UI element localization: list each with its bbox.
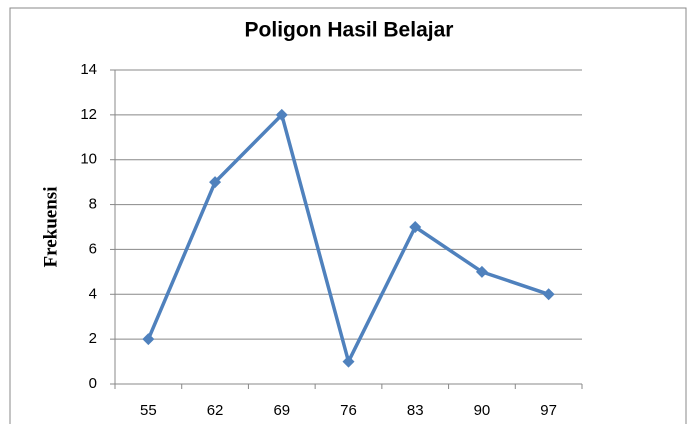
y-tick-label: 4 xyxy=(89,285,97,302)
x-tick-label: 83 xyxy=(407,402,424,419)
y-axis-label: Frekuensi xyxy=(40,187,61,268)
x-tick-label: 90 xyxy=(474,402,491,419)
marker xyxy=(475,265,488,278)
chart-title: Poligon Hasil Belajar xyxy=(245,19,454,42)
marker xyxy=(409,221,422,233)
y-tick-label: 14 xyxy=(80,61,97,78)
marker xyxy=(275,108,288,121)
x-tick-label: 62 xyxy=(207,402,224,419)
y-tick-label: 8 xyxy=(89,196,97,213)
y-tick-label: 10 xyxy=(80,151,97,168)
x-tick-label: 55 xyxy=(140,402,157,419)
x-tick-label: 76 xyxy=(340,402,357,419)
y-tick-label: 2 xyxy=(89,330,97,347)
y-tick-label: 0 xyxy=(89,375,97,392)
marker xyxy=(342,355,355,368)
marker xyxy=(209,176,222,189)
y-tick-label: 6 xyxy=(89,240,97,257)
marker xyxy=(542,288,555,301)
x-tick-label: 69 xyxy=(273,402,290,419)
x-tick-label: 97 xyxy=(540,402,557,419)
marker xyxy=(142,333,155,346)
y-tick-label: 12 xyxy=(80,106,97,123)
